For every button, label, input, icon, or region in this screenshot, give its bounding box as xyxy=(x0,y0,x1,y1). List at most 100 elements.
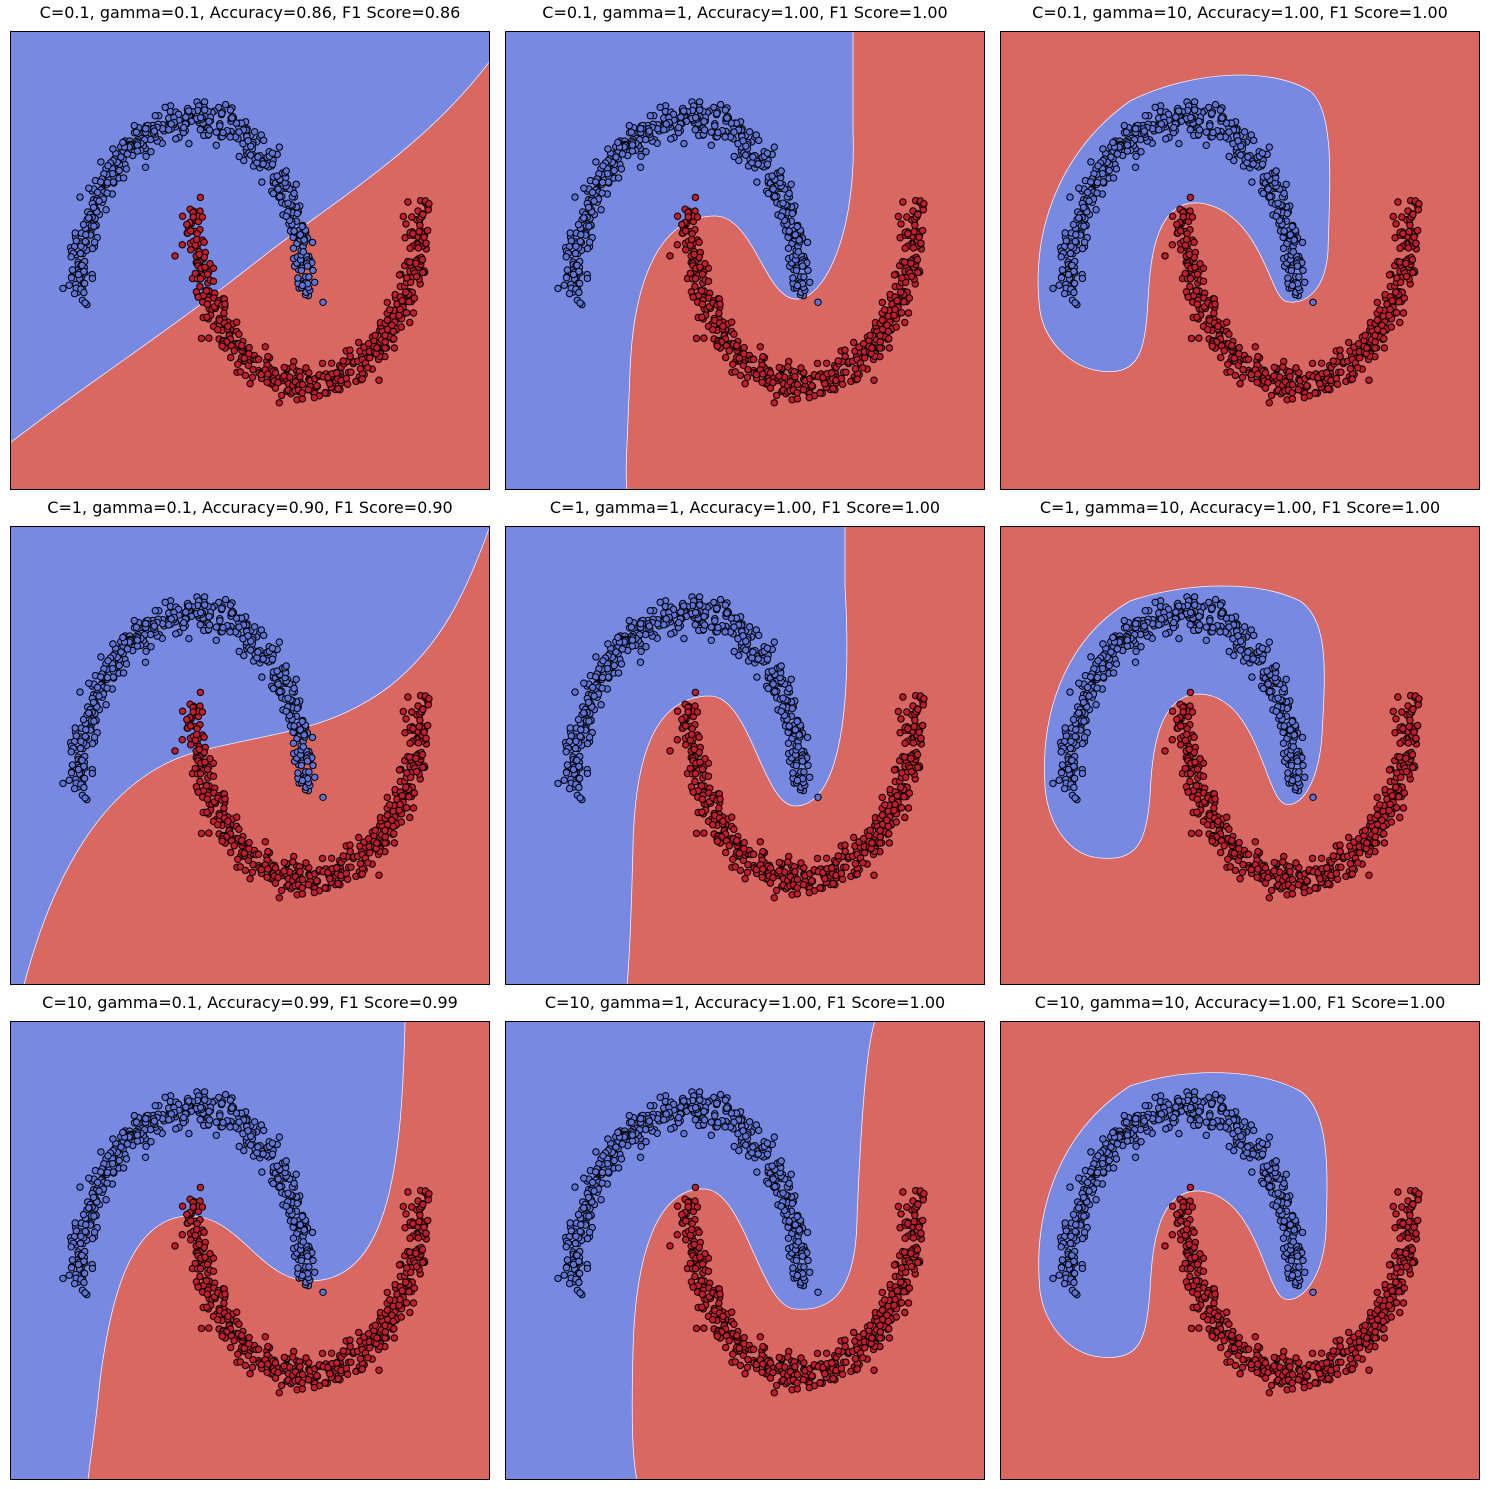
data-point-class-0 xyxy=(739,137,747,145)
data-point-class-1 xyxy=(885,839,894,847)
data-point-class-1 xyxy=(238,341,246,350)
data-point-class-0 xyxy=(787,180,795,189)
data-point-class-0 xyxy=(102,206,110,214)
data-point-class-0 xyxy=(1141,112,1150,120)
data-point-class-1 xyxy=(740,350,748,358)
decision-plot-svg xyxy=(505,31,985,490)
data-point-class-1 xyxy=(914,210,922,219)
data-point-class-0 xyxy=(1087,158,1095,166)
data-point-class-0 xyxy=(81,299,89,307)
data-point-class-0 xyxy=(88,244,97,253)
data-point-class-0 xyxy=(700,621,709,629)
decision-plot-svg xyxy=(505,526,985,985)
data-point-class-0 xyxy=(1206,122,1214,130)
data-point-class-0 xyxy=(784,244,793,253)
subplot-title: C=0.1, gamma=1, Accuracy=1.00, F1 Score=… xyxy=(542,3,948,22)
subplot-title: C=0.1, gamma=0.1, Accuracy=0.86, F1 Scor… xyxy=(39,3,461,22)
data-point-class-0 xyxy=(675,618,683,627)
data-point-class-1 xyxy=(202,782,211,790)
data-point-class-0 xyxy=(103,189,111,197)
data-point-class-0 xyxy=(273,667,281,675)
data-point-class-0 xyxy=(711,617,719,625)
data-point-class-0 xyxy=(565,784,574,793)
data-point-class-0 xyxy=(788,704,796,713)
data-point-class-1 xyxy=(1415,200,1423,208)
data-point-class-1 xyxy=(187,227,195,235)
data-point-class-0 xyxy=(201,601,209,609)
data-point-class-0 xyxy=(284,199,292,207)
data-point-class-1 xyxy=(1168,212,1177,220)
data-point-class-1 xyxy=(1395,298,1403,306)
data-point-class-0 xyxy=(282,167,290,175)
data-point-class-0 xyxy=(109,640,117,648)
data-point-class-1 xyxy=(841,847,849,856)
data-point-class-0 xyxy=(1093,189,1101,197)
data-point-class-0 xyxy=(275,638,283,646)
data-point-class-1 xyxy=(838,875,847,883)
data-point-class-0 xyxy=(259,160,267,168)
data-point-class-0 xyxy=(275,143,283,151)
data-point-class-1 xyxy=(366,354,374,362)
data-point-class-1 xyxy=(298,890,307,898)
data-point-class-1 xyxy=(1188,213,1197,221)
data-point-class-1 xyxy=(277,391,286,400)
data-point-class-1 xyxy=(245,343,253,352)
data-point-class-1 xyxy=(881,306,889,314)
data-point-class-1 xyxy=(793,380,802,389)
data-point-class-1 xyxy=(691,282,699,291)
data-point-class-1 xyxy=(1265,399,1273,407)
data-point-class-1 xyxy=(1356,354,1364,362)
data-point-class-0 xyxy=(566,724,574,732)
data-point-class-1 xyxy=(913,750,922,759)
data-point-class-1 xyxy=(878,811,886,819)
data-point-class-1 xyxy=(333,369,341,377)
data-point-class-1 xyxy=(743,868,752,876)
data-point-class-1 xyxy=(698,313,706,321)
data-point-class-1 xyxy=(248,373,257,381)
data-point-class-1 xyxy=(249,860,257,869)
data-point-class-0 xyxy=(572,242,580,251)
data-point-class-1 xyxy=(302,364,310,372)
data-point-class-1 xyxy=(383,811,391,819)
data-point-class-1 xyxy=(398,297,406,305)
data-point-class-1 xyxy=(310,393,318,402)
data-point-class-0 xyxy=(585,717,593,725)
data-point-class-0 xyxy=(1109,174,1118,182)
data-point-class-0 xyxy=(707,623,716,631)
data-point-class-0 xyxy=(592,158,600,166)
data-point-class-1 xyxy=(722,848,730,857)
data-point-class-1 xyxy=(793,884,801,892)
data-point-class-1 xyxy=(200,238,208,246)
data-point-class-0 xyxy=(1202,141,1211,150)
data-point-class-1 xyxy=(904,804,913,812)
data-point-class-1 xyxy=(240,354,249,362)
data-point-class-0 xyxy=(268,160,277,168)
data-point-class-0 xyxy=(141,163,150,172)
data-point-class-1 xyxy=(410,294,419,302)
data-point-class-0 xyxy=(610,166,618,175)
data-point-class-1 xyxy=(218,837,227,845)
data-point-class-1 xyxy=(904,230,912,238)
data-point-class-0 xyxy=(77,242,85,251)
data-point-class-0 xyxy=(735,651,743,660)
data-point-class-1 xyxy=(890,311,898,319)
data-point-class-1 xyxy=(1354,364,1362,372)
data-point-class-0 xyxy=(90,222,98,230)
data-point-class-0 xyxy=(119,633,127,642)
data-point-class-0 xyxy=(779,199,787,207)
data-point-class-1 xyxy=(876,344,884,352)
data-point-class-0 xyxy=(1230,156,1238,165)
data-point-class-0 xyxy=(212,636,221,645)
data-point-class-1 xyxy=(241,371,250,380)
data-point-class-1 xyxy=(261,838,270,846)
data-point-class-0 xyxy=(115,661,123,670)
data-point-class-1 xyxy=(725,842,733,850)
data-point-class-0 xyxy=(282,212,290,220)
data-point-class-1 xyxy=(822,854,831,862)
data-point-class-1 xyxy=(1373,298,1381,307)
data-point-class-0 xyxy=(80,267,88,276)
data-point-class-1 xyxy=(1399,309,1408,317)
subplot-title: C=1, gamma=1, Accuracy=1.00, F1 Score=1.… xyxy=(549,498,941,517)
data-point-class-0 xyxy=(1216,106,1225,114)
data-point-class-0 xyxy=(749,648,757,656)
